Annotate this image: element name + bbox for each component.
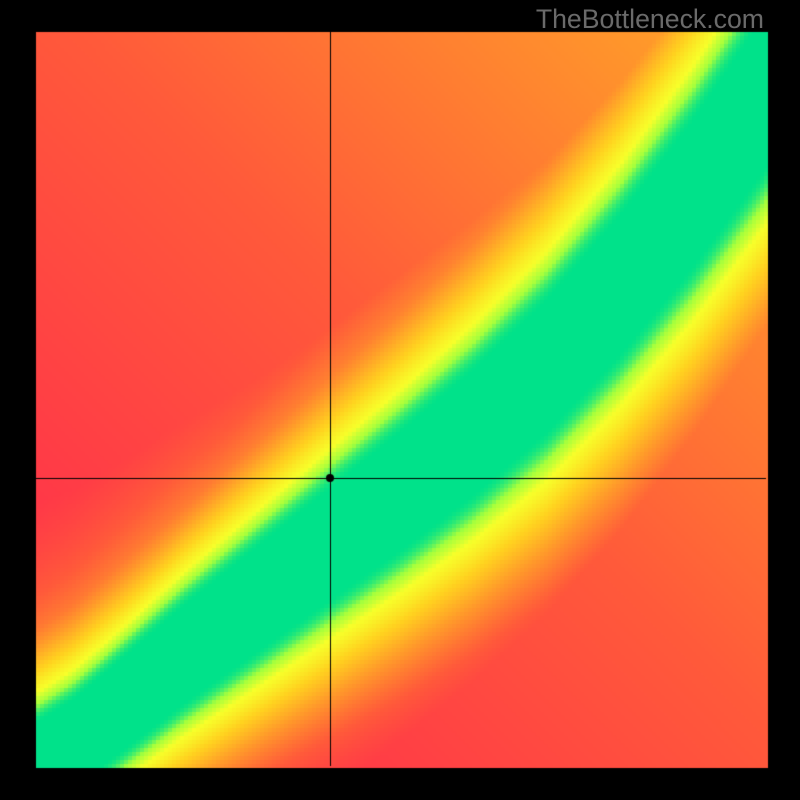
- heatmap-canvas: [0, 0, 800, 800]
- stage: TheBottleneck.com: [0, 0, 800, 800]
